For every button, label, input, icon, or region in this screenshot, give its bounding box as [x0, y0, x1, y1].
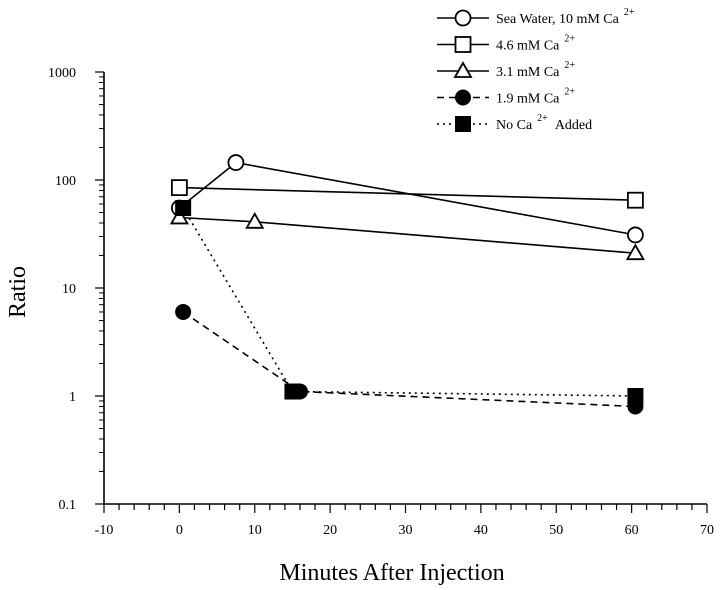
series-line	[182, 207, 636, 397]
legend-label: 3.1 mM Ca 2+	[496, 60, 575, 80]
legend-label-name: 3.1 mM Ca	[496, 65, 560, 80]
data-point	[169, 207, 189, 225]
x-tick-label: 40	[474, 523, 488, 538]
x-axis-title: Minutes After Injection	[279, 560, 504, 586]
data-point	[175, 303, 192, 320]
legend-label: 1.9 mM Ca 2+	[496, 87, 575, 107]
series-4	[175, 303, 644, 415]
x-tick-label: 0	[176, 523, 183, 538]
legend-marker	[454, 9, 472, 27]
series-3	[169, 207, 645, 261]
legend-item: Sea Water, 10 mM Ca 2+	[437, 7, 635, 27]
legend-label-name: Sea Water, 10 mM Ca	[496, 12, 620, 27]
legend-label: 4.6 mM Ca 2+	[496, 34, 575, 54]
legend-item: 4.6 mM Ca 2+	[437, 34, 575, 54]
y-tick-label: 0.1	[59, 498, 77, 513]
y-tick-label: 10	[62, 282, 76, 297]
legend-marker	[453, 61, 473, 78]
series-line	[179, 186, 636, 201]
legend: Sea Water, 10 mM Ca 2+4.6 mM Ca 2+3.1 mM C…	[437, 7, 635, 133]
legend-marker	[455, 89, 471, 106]
legend-marker	[455, 116, 471, 132]
data-point	[627, 388, 644, 404]
x-tick-label: -10	[95, 523, 114, 538]
legend-label-name: 1.9 mM Ca	[496, 92, 560, 107]
legend-label-superscript: 2+	[564, 60, 575, 71]
x-tick-label: 20	[323, 523, 337, 538]
data-point	[626, 226, 644, 244]
series-layer	[169, 154, 645, 415]
legend-label-name: No Ca	[496, 118, 533, 133]
x-tick-label: 70	[700, 523, 714, 538]
y-tick-label: 1000	[48, 66, 76, 81]
data-point	[625, 243, 645, 261]
y-tick-label: 100	[55, 174, 76, 189]
legend-label-superscript: 2+	[624, 7, 635, 18]
series-5	[175, 200, 644, 404]
data-point	[227, 154, 245, 171]
legend-label-name: 4.6 mM Ca	[496, 39, 560, 54]
data-point	[245, 212, 265, 229]
series-line	[182, 311, 636, 408]
legend-item: 1.9 mM Ca 2+	[437, 87, 575, 107]
legend-label: Sea Water, 10 mM Ca 2+	[496, 7, 635, 27]
legend-label-superscript: 2+	[564, 34, 575, 45]
x-tick-label: 50	[549, 523, 563, 538]
data-point	[170, 179, 188, 197]
x-tick-label: 60	[625, 523, 639, 538]
legend-label: No Ca 2+ Added	[496, 113, 592, 133]
legend-label-superscript: 2+	[564, 87, 575, 98]
legend-item: 3.1 mM Ca 2+	[437, 60, 575, 80]
series-2	[170, 179, 644, 209]
y-axis-title: Ratio	[5, 266, 31, 318]
legend-marker	[454, 36, 472, 53]
data-point	[175, 200, 192, 217]
y-tick-label: 1	[69, 390, 76, 405]
legend-label-suffix: Added	[555, 118, 592, 133]
legend-item: No Ca 2+ Added	[437, 113, 592, 133]
x-tick-label: 10	[248, 523, 262, 538]
axes: -10 0 10 20 30 40 50 60 70 0.1 1 10 100 1000	[48, 66, 714, 538]
legend-label-superscript: 2+	[537, 113, 548, 124]
x-tick-label: 30	[399, 523, 413, 538]
data-point	[284, 383, 301, 400]
data-point	[626, 191, 644, 209]
